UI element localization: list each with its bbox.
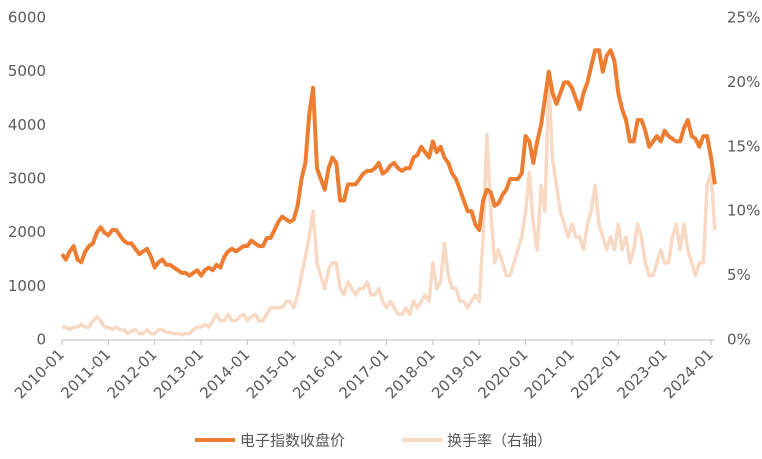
series-line	[60, 48, 717, 278]
x-tick-label: 2014-01	[196, 345, 253, 402]
y-tick-label: 1000	[8, 277, 46, 295]
legend-label: 电子指数收盘价	[240, 432, 345, 450]
y2-tick-label: 5%	[727, 266, 751, 284]
legend-label: 换手率（右轴）	[447, 432, 552, 450]
y-tick-label: 5000	[8, 62, 46, 80]
y-tick-label: 4000	[8, 116, 46, 134]
y-tick-label: 2000	[8, 223, 46, 241]
x-tick-label: 2022-01	[567, 345, 624, 402]
series-line	[62, 80, 717, 337]
y-tick-label: 6000	[8, 9, 46, 27]
x-tick-label: 2024-01	[660, 345, 717, 402]
y-tick-label: 3000	[8, 170, 46, 188]
y-tick-label: 0	[36, 331, 46, 349]
y2-tick-label: 0%	[727, 331, 751, 349]
x-tick-label: 2020-01	[475, 345, 532, 402]
x-tick-label: 2015-01	[243, 345, 300, 402]
y2-tick-label: 10%	[727, 202, 760, 220]
x-tick-label: 2011-01	[57, 345, 114, 402]
x-tick-label: 2017-01	[335, 345, 392, 402]
x-tick-label: 2021-01	[521, 345, 578, 402]
y2-tick-label: 25%	[727, 9, 760, 27]
x-tick-label: 2023-01	[614, 345, 671, 402]
x-tick-label: 2013-01	[150, 345, 207, 402]
x-tick-label: 2018-01	[382, 345, 439, 402]
y2-tick-label: 20%	[727, 73, 760, 91]
y2-tick-label: 15%	[727, 137, 760, 155]
x-tick-label: 2010-01	[11, 345, 68, 402]
x-tick-label: 2012-01	[104, 345, 161, 402]
x-tick-label: 2019-01	[428, 345, 485, 402]
x-tick-label: 2016-01	[289, 345, 346, 402]
